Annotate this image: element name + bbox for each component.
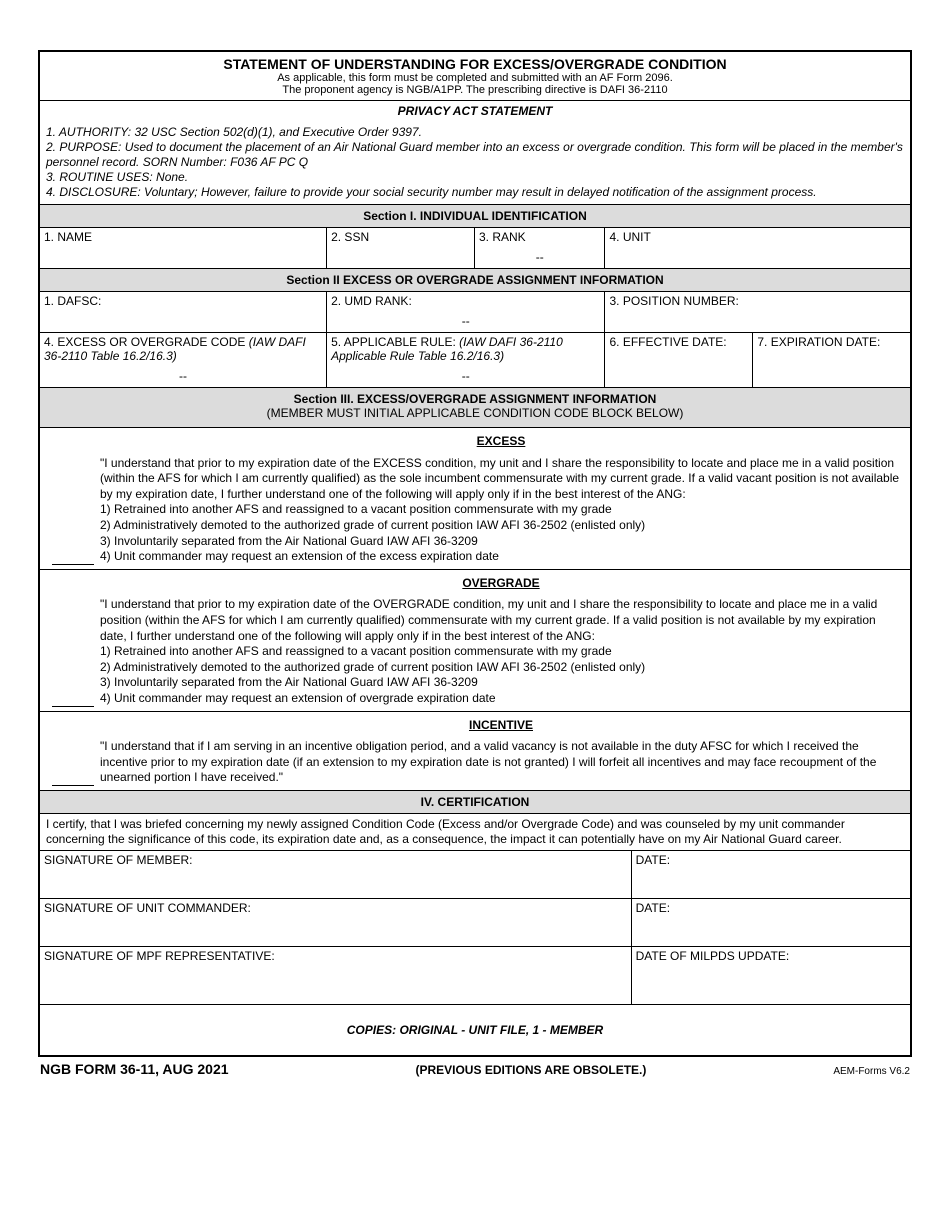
sig-commander-cell[interactable]: SIGNATURE OF UNIT COMMANDER: — [40, 899, 632, 946]
section-3-heading: Section III. EXCESS/OVERGRADE ASSIGNMENT… — [44, 392, 906, 406]
unit-label: 4. UNIT — [609, 230, 906, 244]
section-2-header: Section II EXCESS OR OVERGRADE ASSIGNMEN… — [40, 269, 910, 292]
overgrade-initial-line[interactable] — [52, 706, 94, 707]
form-outer: STATEMENT OF UNDERSTANDING FOR EXCESS/OV… — [38, 50, 912, 1057]
rank-cell[interactable]: 3. RANK -- — [475, 228, 606, 268]
date-milpds-cell[interactable]: DATE OF MILPDS UPDATE: — [632, 947, 910, 1004]
position-label: 3. POSITION NUMBER: — [609, 294, 906, 308]
sig-mpf-label: SIGNATURE OF MPF REPRESENTATIVE: — [44, 949, 275, 963]
dafsc-value — [44, 308, 322, 316]
section-4-header: IV. CERTIFICATION — [40, 791, 910, 814]
rank-value: -- — [479, 244, 601, 266]
excess-block: EXCESS "I understand that prior to my ex… — [40, 428, 910, 570]
excess-body: "I understand that prior to my expiratio… — [100, 456, 902, 565]
umd-label: 2. UMD RANK: — [331, 294, 600, 308]
incentive-body: "I understand that if I am serving in an… — [100, 739, 902, 786]
ssn-cell[interactable]: 2. SSN — [327, 228, 475, 268]
overgrade-l3: 3) Involuntarily separated from the Air … — [100, 675, 902, 691]
rank-label: 3. RANK — [479, 230, 601, 244]
expiration-date-value — [757, 349, 906, 357]
section-1-header: Section I. INDIVIDUAL IDENTIFICATION — [40, 205, 910, 228]
rule-label: 5. APPLICABLE RULE: (IAW DAFI 36-2110 Ap… — [331, 335, 600, 363]
effective-date-cell[interactable]: 6. EFFECTIVE DATE: — [605, 333, 753, 387]
date-commander-cell[interactable]: DATE: — [632, 899, 910, 946]
sig-commander-row: SIGNATURE OF UNIT COMMANDER: DATE: — [40, 899, 910, 947]
expiration-date-label: 7. EXPIRATION DATE: — [757, 335, 906, 349]
form-subtitle-2: The proponent agency is NGB/A1PP. The pr… — [46, 84, 904, 96]
incentive-initial-line[interactable] — [52, 785, 94, 786]
name-cell[interactable]: 1. NAME — [40, 228, 327, 268]
position-cell[interactable]: 3. POSITION NUMBER: — [605, 292, 910, 332]
obsolete-notice: (PREVIOUS EDITIONS ARE OBSOLETE.) — [415, 1063, 646, 1077]
section-1-row: 1. NAME 2. SSN 3. RANK -- 4. UNIT — [40, 228, 910, 269]
name-label: 1. NAME — [44, 230, 322, 244]
excess-p1: "I understand that prior to my expiratio… — [100, 456, 902, 503]
umd-value: -- — [331, 308, 600, 330]
version-tag: AEM-Forms V6.2 — [833, 1066, 910, 1077]
code-label: 4. EXCESS OR OVERGRADE CODE (IAW DAFI 36… — [44, 335, 322, 363]
copies-line: COPIES: ORIGINAL - UNIT FILE, 1 - MEMBER — [40, 1005, 910, 1055]
sig-member-row: SIGNATURE OF MEMBER: DATE: — [40, 851, 910, 899]
ssn-value — [331, 244, 470, 252]
effective-date-label: 6. EFFECTIVE DATE: — [609, 335, 748, 349]
certification-text: I certify, that I was briefed concerning… — [40, 814, 910, 851]
excess-l3: 3) Involuntarily separated from the Air … — [100, 534, 902, 550]
code-cell[interactable]: 4. EXCESS OR OVERGRADE CODE (IAW DAFI 36… — [40, 333, 327, 387]
sig-mpf-cell[interactable]: SIGNATURE OF MPF REPRESENTATIVE: — [40, 947, 632, 1004]
privacy-heading: PRIVACY ACT STATEMENT — [40, 101, 910, 121]
excess-l4: 4) Unit commander may request an extensi… — [100, 549, 902, 565]
incentive-p1: "I understand that if I am serving in an… — [100, 739, 902, 786]
unit-value — [609, 244, 906, 252]
section-2-row-2: 4. EXCESS OR OVERGRADE CODE (IAW DAFI 36… — [40, 333, 910, 388]
excess-l2: 2) Administratively demoted to the autho… — [100, 518, 902, 534]
excess-title: EXCESS — [100, 434, 902, 450]
overgrade-body: "I understand that prior to my expiratio… — [100, 597, 902, 706]
section-3-header: Section III. EXCESS/OVERGRADE ASSIGNMENT… — [40, 388, 910, 428]
section-3-note: (MEMBER MUST INITIAL APPLICABLE CONDITIO… — [44, 406, 906, 423]
umd-cell[interactable]: 2. UMD RANK: -- — [327, 292, 605, 332]
overgrade-block: OVERGRADE "I understand that prior to my… — [40, 570, 910, 712]
overgrade-title: OVERGRADE — [100, 576, 902, 592]
form-title: STATEMENT OF UNDERSTANDING FOR EXCESS/OV… — [46, 56, 904, 72]
privacy-line-3: 3. ROUTINE USES: None. — [46, 170, 904, 185]
form-number: NGB FORM 36-11, AUG 2021 — [40, 1061, 229, 1077]
date-member-cell[interactable]: DATE: — [632, 851, 910, 898]
rule-cell[interactable]: 5. APPLICABLE RULE: (IAW DAFI 36-2110 Ap… — [327, 333, 605, 387]
excess-l1: 1) Retrained into another AFS and reassi… — [100, 502, 902, 518]
date-commander-label: DATE: — [636, 901, 670, 915]
position-value — [609, 308, 906, 316]
ssn-label: 2. SSN — [331, 230, 470, 244]
overgrade-p1: "I understand that prior to my expiratio… — [100, 597, 902, 644]
privacy-line-1: 1. AUTHORITY: 32 USC Section 502(d)(1), … — [46, 125, 904, 140]
rule-value: -- — [331, 363, 600, 385]
incentive-block: INCENTIVE "I understand that if I am ser… — [40, 712, 910, 791]
form-subtitle-1: As applicable, this form must be complet… — [46, 72, 904, 84]
overgrade-l4: 4) Unit commander may request an extensi… — [100, 691, 902, 707]
unit-cell[interactable]: 4. UNIT — [605, 228, 910, 268]
privacy-line-4: 4. DISCLOSURE: Voluntary; However, failu… — [46, 185, 904, 200]
sig-member-label: SIGNATURE OF MEMBER: — [44, 853, 192, 867]
section-2-row-1: 1. DAFSC: 2. UMD RANK: -- 3. POSITION NU… — [40, 292, 910, 333]
date-member-label: DATE: — [636, 853, 670, 867]
overgrade-l1: 1) Retrained into another AFS and reassi… — [100, 644, 902, 660]
title-block: STATEMENT OF UNDERSTANDING FOR EXCESS/OV… — [40, 52, 910, 101]
expiration-date-cell[interactable]: 7. EXPIRATION DATE: — [753, 333, 910, 387]
effective-date-value — [609, 349, 748, 357]
code-value: -- — [44, 363, 322, 385]
excess-initial-line[interactable] — [52, 564, 94, 565]
footer: NGB FORM 36-11, AUG 2021 (PREVIOUS EDITI… — [38, 1057, 912, 1077]
dafsc-cell[interactable]: 1. DAFSC: — [40, 292, 327, 332]
overgrade-l2: 2) Administratively demoted to the autho… — [100, 660, 902, 676]
sig-mpf-row: SIGNATURE OF MPF REPRESENTATIVE: DATE OF… — [40, 947, 910, 1005]
dafsc-label: 1. DAFSC: — [44, 294, 322, 308]
date-milpds-label: DATE OF MILPDS UPDATE: — [636, 949, 790, 963]
name-value — [44, 244, 322, 252]
privacy-line-2: 2. PURPOSE: Used to document the placeme… — [46, 140, 904, 170]
incentive-title: INCENTIVE — [100, 718, 902, 734]
privacy-block: 1. AUTHORITY: 32 USC Section 502(d)(1), … — [40, 121, 910, 205]
sig-commander-label: SIGNATURE OF UNIT COMMANDER: — [44, 901, 251, 915]
sig-member-cell[interactable]: SIGNATURE OF MEMBER: — [40, 851, 632, 898]
